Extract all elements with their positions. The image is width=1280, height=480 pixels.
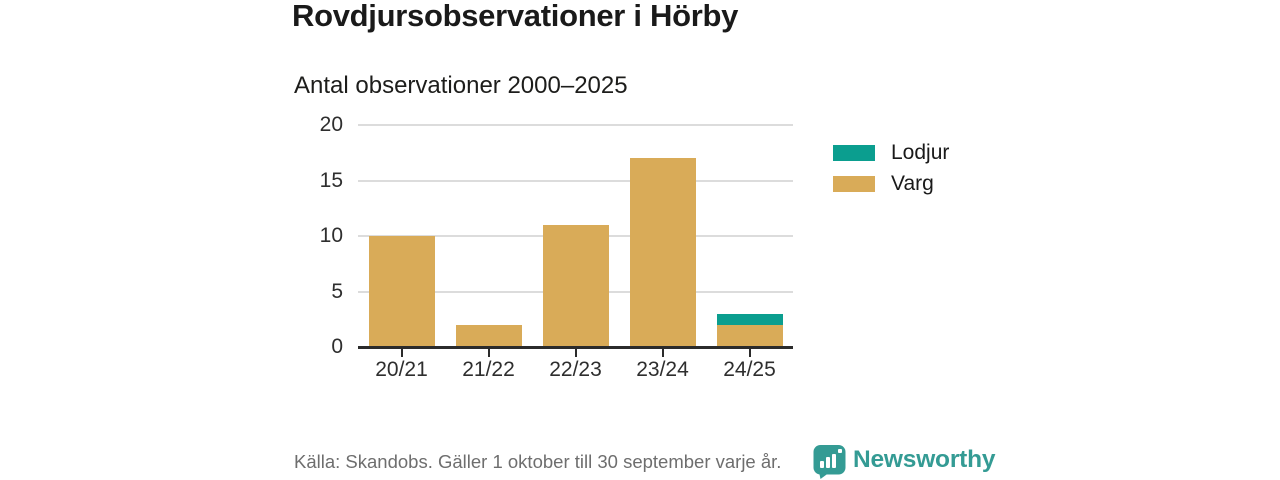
source-note: Källa: Skandobs. Gäller 1 oktober till 3… [294,451,782,472]
bar-group-22/23 [532,125,619,347]
legend-swatch-lodjur [833,144,875,161]
x-axis-line [358,346,793,349]
x-axis-label-24/25: 24/25 [723,358,776,381]
bar-varg-20/21 [368,236,435,347]
bar-varg-21/22 [455,324,522,347]
x-axis-tick-24/25 [748,349,751,357]
bar-group-20/21 [358,125,445,347]
legend-item-varg: Varg [833,168,949,199]
x-tick-slot-24/25 [706,349,793,357]
bar-groups [358,125,793,347]
newsworthy-brand: Newsworthy [813,444,996,479]
x-axis-tick-20/21 [400,349,403,357]
x-axis-tick-23/24 [661,349,664,357]
x-axis-labels: 20/21 21/22 22/23 23/24 24/25 [358,357,793,383]
legend: Lodjur Varg [833,137,949,199]
x-axis-label-20/21: 20/21 [375,358,428,381]
legend-swatch-varg [833,175,875,192]
legend-label-lodjur: Lodjur [891,140,950,164]
x-tick-slot-22/23 [532,349,619,357]
gridline-20 [358,124,793,126]
x-axis-tick-21/22 [487,349,490,357]
x-tick-slot-21/22 [445,349,532,357]
bar-varg-23/24 [629,158,696,347]
newsworthy-wordmark: Newsworthy [853,445,996,473]
y-axis: 0 5 10 15 20 [279,113,343,358]
plot-area [358,124,793,349]
bar-stack-22/23 [542,224,609,347]
bar-stack-24/25 [716,313,783,347]
y-axis-label-0: 0 [331,335,343,358]
bar-stack-23/24 [629,158,696,347]
legend-item-lodjur: Lodjur [833,137,949,168]
y-axis-label-20: 20 [319,113,343,136]
y-axis-label-10: 10 [319,224,343,247]
bar-varg-24/25 [716,324,783,347]
x-axis-label-22/23: 22/23 [549,358,602,381]
bar-lodjur-24/25 [716,313,783,325]
y-axis-label-5: 5 [331,279,343,303]
bar-group-23/24 [619,125,706,347]
x-tick-slot-20/21 [358,349,445,357]
legend-label-varg: Varg [891,171,934,195]
x-axis-ticks [358,349,793,357]
y-axis-label-15: 15 [319,168,343,192]
x-axis-tick-22/23 [574,349,577,357]
chart-subtitle: Antal observationer 2000–2025 [294,72,628,99]
x-axis-label-23/24: 23/24 [636,358,689,381]
bar-group-21/22 [445,125,532,347]
bar-stack-21/22 [455,324,522,347]
bar-stack-20/21 [368,236,435,347]
bar-varg-22/23 [542,224,609,347]
x-tick-slot-23/24 [619,349,706,357]
newsworthy-icon [813,445,846,479]
x-axis-label-21/22: 21/22 [462,358,515,381]
bar-group-24/25 [706,125,793,347]
chart-title: Rovdjursobservationer i Hörby [292,0,739,33]
gridline-15 [358,179,793,182]
